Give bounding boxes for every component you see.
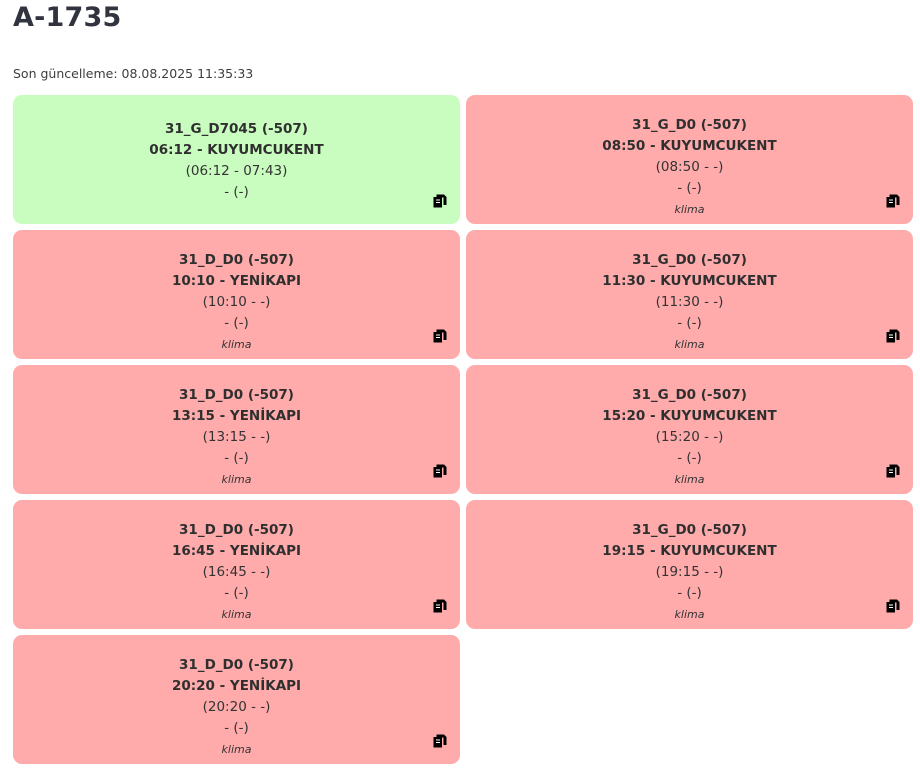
trip-note: klima: [221, 338, 252, 351]
trip-note: klima: [674, 473, 705, 486]
trip-card[interactable]: 31_G_D0 (-507) 19:15 - KUYUMCUKENT (19:1…: [466, 500, 913, 629]
last-updated-value: 08.08.2025 11:35:33: [121, 66, 254, 81]
trip-departure: 08:50 - KUYUMCUKENT: [602, 138, 777, 154]
trip-times: (08:50 - -): [655, 159, 724, 175]
trip-card[interactable]: 31_G_D0 (-507) 08:50 - KUYUMCUKENT (08:5…: [466, 95, 913, 224]
trip-route: 31_D_D0 (-507): [179, 657, 294, 673]
trip-route: 31_G_D0 (-507): [632, 387, 747, 403]
trip-extra: - (-): [224, 720, 249, 736]
trip-route: 31_G_D0 (-507): [632, 522, 747, 538]
last-updated: Son güncelleme: 08.08.2025 11:35:33: [13, 66, 253, 81]
trip-route: 31_G_D0 (-507): [632, 252, 747, 268]
trip-times: (19:15 - -): [655, 564, 724, 580]
trip-card[interactable]: 31_G_D0 (-507) 15:20 - KUYUMCUKENT (15:2…: [466, 365, 913, 494]
trip-times: (15:20 - -): [655, 429, 724, 445]
copy-icon[interactable]: [433, 734, 447, 748]
trip-route: 31_G_D7045 (-507): [165, 121, 308, 137]
trip-times: (13:15 - -): [202, 429, 271, 445]
trip-route: 31_D_D0 (-507): [179, 387, 294, 403]
trip-departure: 11:30 - KUYUMCUKENT: [602, 273, 777, 289]
trip-card[interactable]: 31_G_D0 (-507) 11:30 - KUYUMCUKENT (11:3…: [466, 230, 913, 359]
trip-departure: 19:15 - KUYUMCUKENT: [602, 543, 777, 559]
trip-extra: - (-): [224, 450, 249, 466]
trip-times: (16:45 - -): [202, 564, 271, 580]
copy-icon[interactable]: [433, 194, 447, 208]
trip-departure: 15:20 - KUYUMCUKENT: [602, 408, 777, 424]
trip-extra: - (-): [677, 450, 702, 466]
trip-route: 31_D_D0 (-507): [179, 252, 294, 268]
copy-icon[interactable]: [433, 599, 447, 613]
trip-times: (11:30 - -): [655, 294, 724, 310]
trip-note: klima: [221, 473, 252, 486]
trip-departure: 10:10 - YENİKAPI: [171, 273, 302, 289]
trip-card[interactable]: 31_D_D0 (-507) 10:10 - YENİKAPI (10:10 -…: [13, 230, 460, 359]
trip-card[interactable]: 31_G_D7045 (-507) 06:12 - KUYUMCUKENT (0…: [13, 95, 460, 224]
trip-extra: - (-): [224, 184, 249, 200]
trip-note: klima: [221, 608, 252, 621]
copy-icon[interactable]: [433, 464, 447, 478]
trip-extra: - (-): [677, 180, 702, 196]
trip-route: 31_G_D0 (-507): [632, 117, 747, 133]
copy-icon[interactable]: [886, 194, 900, 208]
copy-icon[interactable]: [886, 329, 900, 343]
trip-card[interactable]: 31_D_D0 (-507) 20:20 - YENİKAPI (20:20 -…: [13, 635, 460, 764]
trip-note: klima: [221, 743, 252, 756]
page-title: A-1735: [13, 2, 122, 33]
copy-icon[interactable]: [886, 464, 900, 478]
trip-times: (06:12 - 07:43): [185, 163, 288, 179]
trip-departure: 06:12 - KUYUMCUKENT: [149, 142, 324, 158]
trip-times: (20:20 - -): [202, 699, 271, 715]
trip-card[interactable]: 31_D_D0 (-507) 13:15 - YENİKAPI (13:15 -…: [13, 365, 460, 494]
trip-extra: - (-): [677, 315, 702, 331]
trip-departure: 20:20 - YENİKAPI: [171, 678, 302, 694]
trip-extra: - (-): [224, 315, 249, 331]
trip-route: 31_D_D0 (-507): [179, 522, 294, 538]
trip-grid: 31_G_D7045 (-507) 06:12 - KUYUMCUKENT (0…: [13, 95, 913, 764]
copy-icon[interactable]: [433, 329, 447, 343]
trip-departure: 16:45 - YENİKAPI: [171, 543, 302, 559]
last-updated-label: Son güncelleme:: [13, 66, 118, 81]
trip-card[interactable]: 31_D_D0 (-507) 16:45 - YENİKAPI (16:45 -…: [13, 500, 460, 629]
trip-note: klima: [674, 203, 705, 216]
trip-times: (10:10 - -): [202, 294, 271, 310]
copy-icon[interactable]: [886, 599, 900, 613]
trip-extra: - (-): [224, 585, 249, 601]
trip-departure: 13:15 - YENİKAPI: [171, 408, 302, 424]
trip-note: klima: [674, 608, 705, 621]
trip-note: klima: [674, 338, 705, 351]
trip-extra: - (-): [677, 585, 702, 601]
